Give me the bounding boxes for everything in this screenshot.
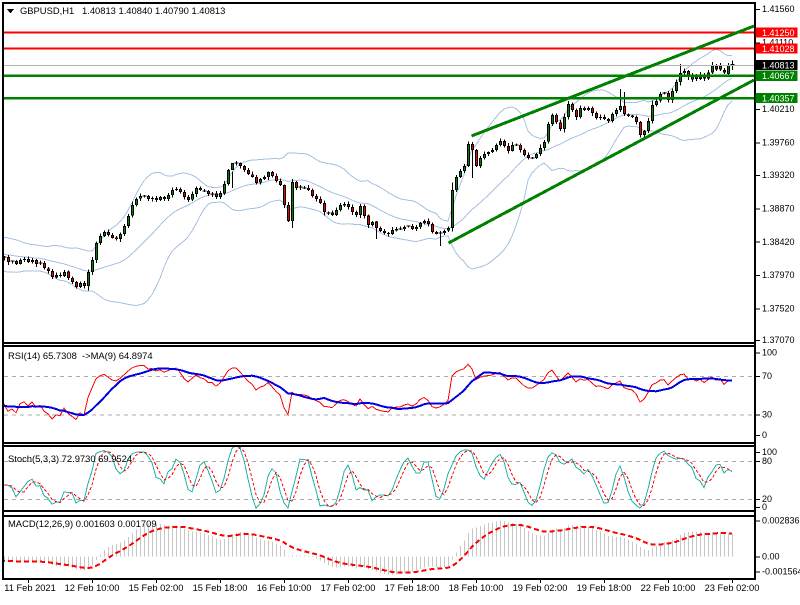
svg-text:11 Feb 2021: 11 Feb 2021 — [4, 583, 56, 593]
svg-text:17 Feb 18:00: 17 Feb 18:00 — [385, 583, 440, 593]
svg-text:20: 20 — [762, 494, 772, 504]
svg-text:1.41110: 1.41110 — [762, 38, 793, 48]
svg-text:16 Feb 10:00: 16 Feb 10:00 — [257, 583, 312, 593]
svg-text:1.41560: 1.41560 — [762, 4, 795, 14]
svg-text:70: 70 — [762, 371, 772, 381]
svg-text:1.40813: 1.40813 — [762, 60, 795, 70]
svg-text:30: 30 — [762, 410, 772, 420]
svg-text:19 Feb 18:00: 19 Feb 18:00 — [577, 583, 632, 593]
svg-text:1.37970: 1.37970 — [762, 270, 795, 280]
svg-text:23 Feb 02:00: 23 Feb 02:00 — [705, 583, 760, 593]
svg-text:1.37070: 1.37070 — [762, 335, 795, 345]
svg-text:GBPUSD,H1 1.40813 1.40840 1.: GBPUSD,H1 1.40813 1.40840 1.40790 1.4081… — [20, 5, 225, 16]
svg-text:100: 100 — [762, 348, 777, 358]
svg-text:19 Feb 02:00: 19 Feb 02:00 — [513, 583, 568, 593]
svg-text:15 Feb 02:00: 15 Feb 02:00 — [129, 583, 184, 593]
svg-text:1.38420: 1.38420 — [762, 237, 795, 247]
svg-text:15 Feb 18:00: 15 Feb 18:00 — [193, 583, 248, 593]
svg-text:1.39320: 1.39320 — [762, 170, 795, 180]
svg-text:MACD(12,26,9) 0.001603 0.00170: MACD(12,26,9) 0.001603 0.001709 — [8, 518, 157, 529]
svg-text:17 Feb 02:00: 17 Feb 02:00 — [321, 583, 376, 593]
svg-text:80: 80 — [762, 456, 772, 466]
svg-text:-0.001564: -0.001564 — [762, 567, 800, 577]
svg-text:1.40357: 1.40357 — [762, 93, 795, 103]
svg-text:1.40210: 1.40210 — [762, 104, 795, 114]
svg-text:RSI(14) 65.7308 ->MA(9) 64.89: RSI(14) 65.7308 ->MA(9) 64.8974 — [8, 350, 153, 361]
svg-text:1.41028: 1.41028 — [762, 44, 795, 54]
svg-text:Stoch(5,3,3) 72.9730 69.9524: Stoch(5,3,3) 72.9730 69.9524 — [8, 453, 132, 464]
svg-text:0.002836: 0.002836 — [762, 516, 800, 526]
svg-text:12 Feb 10:00: 12 Feb 10:00 — [65, 583, 120, 593]
svg-text:18 Feb 10:00: 18 Feb 10:00 — [449, 583, 504, 593]
svg-text:0.00: 0.00 — [762, 552, 780, 562]
svg-text:1.39760: 1.39760 — [762, 138, 795, 148]
svg-text:0: 0 — [762, 430, 767, 440]
svg-text:0: 0 — [762, 502, 767, 512]
svg-text:22 Feb 10:00: 22 Feb 10:00 — [641, 583, 696, 593]
svg-text:1.41250: 1.41250 — [762, 28, 795, 38]
svg-text:1.38870: 1.38870 — [762, 204, 795, 214]
svg-text:1.37520: 1.37520 — [762, 304, 795, 314]
svg-text:1.40667: 1.40667 — [762, 71, 795, 81]
svg-text:100: 100 — [762, 447, 777, 457]
